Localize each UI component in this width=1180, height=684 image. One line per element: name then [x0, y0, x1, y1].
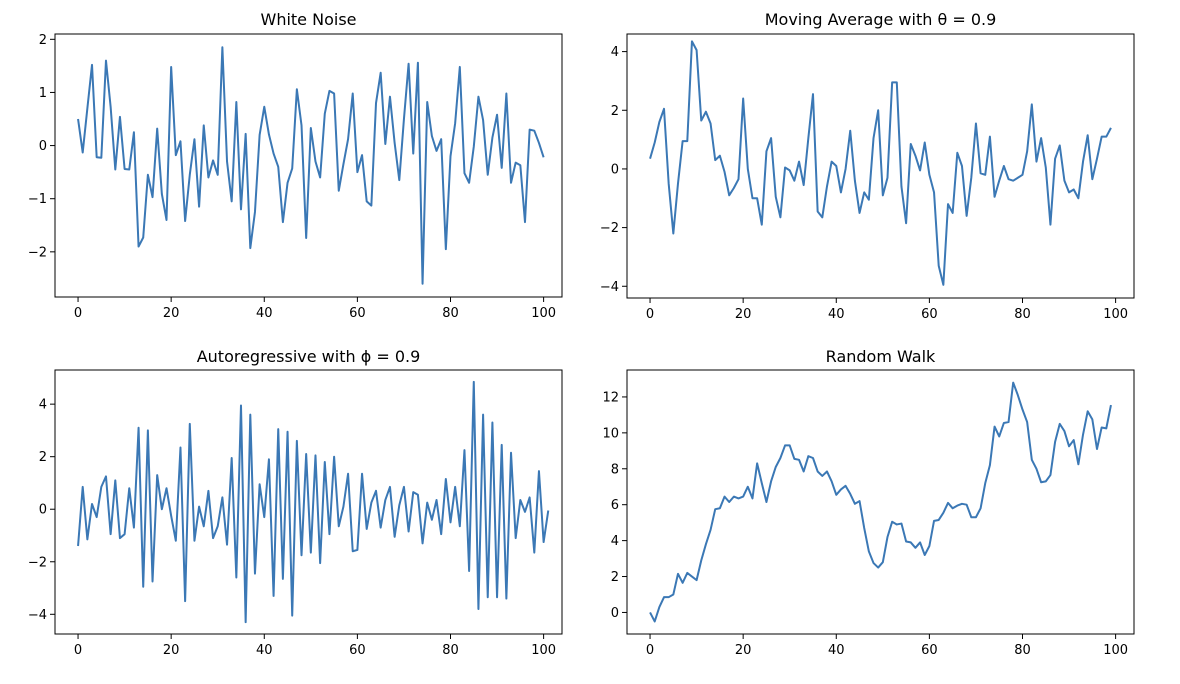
y-tick-label: 1	[39, 86, 47, 101]
y-tick-label: 8	[611, 462, 619, 477]
plot-area	[54, 33, 563, 298]
y-tick-label: 12	[602, 390, 619, 405]
series-line	[649, 40, 1112, 286]
x-tick-label: 0	[74, 643, 82, 658]
x-tick-label: 100	[531, 643, 556, 658]
subplot-title: Random Walk	[826, 347, 936, 366]
series-line	[77, 380, 550, 624]
x-tick-label: 100	[531, 306, 556, 321]
y-tick-label: 2	[39, 450, 47, 465]
x-tick-label: 0	[646, 307, 654, 322]
x-tick-label: 0	[74, 306, 82, 321]
plot-area	[626, 369, 1135, 635]
subplot-title: White Noise	[261, 10, 357, 29]
x-tick-label: 60	[921, 643, 938, 658]
subplot-autoregressive: Autoregressive with ϕ = 0.9 0 20 40 60 80 100…	[28, 347, 563, 658]
subplot-title: Autoregressive with ϕ = 0.9	[197, 347, 421, 366]
series-line	[77, 46, 545, 285]
x-tick-label: 100	[1103, 643, 1128, 658]
subplot-title: Moving Average with θ = 0.9	[765, 10, 997, 29]
x-tick-label: 80	[442, 306, 459, 321]
subplot-moving-average: Moving Average with θ = 0.9 0 20 40 60 80 100…	[600, 10, 1135, 322]
y-tick-label: −4	[28, 608, 47, 623]
x-tick-label: 60	[921, 307, 938, 322]
x-tick-label: 60	[349, 306, 366, 321]
y-tick-label: 0	[611, 162, 619, 177]
axis-ticks: 0 20 40 60 80 100 2 1 0 −1 −2	[28, 33, 556, 321]
x-tick-label: 40	[828, 307, 845, 322]
y-tick-label: −2	[28, 245, 47, 260]
x-tick-label: 40	[256, 306, 273, 321]
y-tick-label: 4	[611, 534, 619, 549]
subplot-white-noise: White Noise 0 20 40 60 80 100 2 1 0 −1 −2	[28, 10, 563, 321]
y-tick-label: −2	[28, 555, 47, 570]
y-tick-label: −1	[28, 192, 47, 207]
x-tick-label: 20	[163, 643, 180, 658]
y-tick-label: 6	[611, 498, 619, 513]
x-tick-label: 20	[735, 643, 752, 658]
plot-area	[626, 33, 1135, 299]
x-tick-label: 40	[256, 643, 273, 658]
x-tick-label: 100	[1103, 307, 1128, 322]
x-tick-label: 80	[1014, 307, 1031, 322]
x-tick-label: 60	[349, 643, 366, 658]
y-tick-label: 0	[39, 503, 47, 518]
y-tick-label: 4	[39, 398, 47, 413]
x-tick-label: 0	[646, 643, 654, 658]
x-tick-label: 80	[1014, 643, 1031, 658]
y-tick-label: 2	[39, 33, 47, 48]
x-tick-label: 40	[828, 643, 845, 658]
y-tick-label: 2	[611, 570, 619, 585]
y-tick-label: −2	[600, 221, 619, 236]
series-line	[649, 381, 1112, 623]
y-tick-label: 10	[602, 426, 619, 441]
y-tick-label: 0	[39, 139, 47, 154]
x-tick-label: 20	[163, 306, 180, 321]
plot-area	[54, 369, 563, 635]
x-tick-label: 80	[442, 643, 459, 658]
x-tick-label: 20	[735, 307, 752, 322]
y-tick-label: 0	[611, 606, 619, 621]
y-tick-label: −4	[600, 280, 619, 295]
y-tick-label: 2	[611, 104, 619, 119]
y-tick-label: 4	[611, 45, 619, 60]
